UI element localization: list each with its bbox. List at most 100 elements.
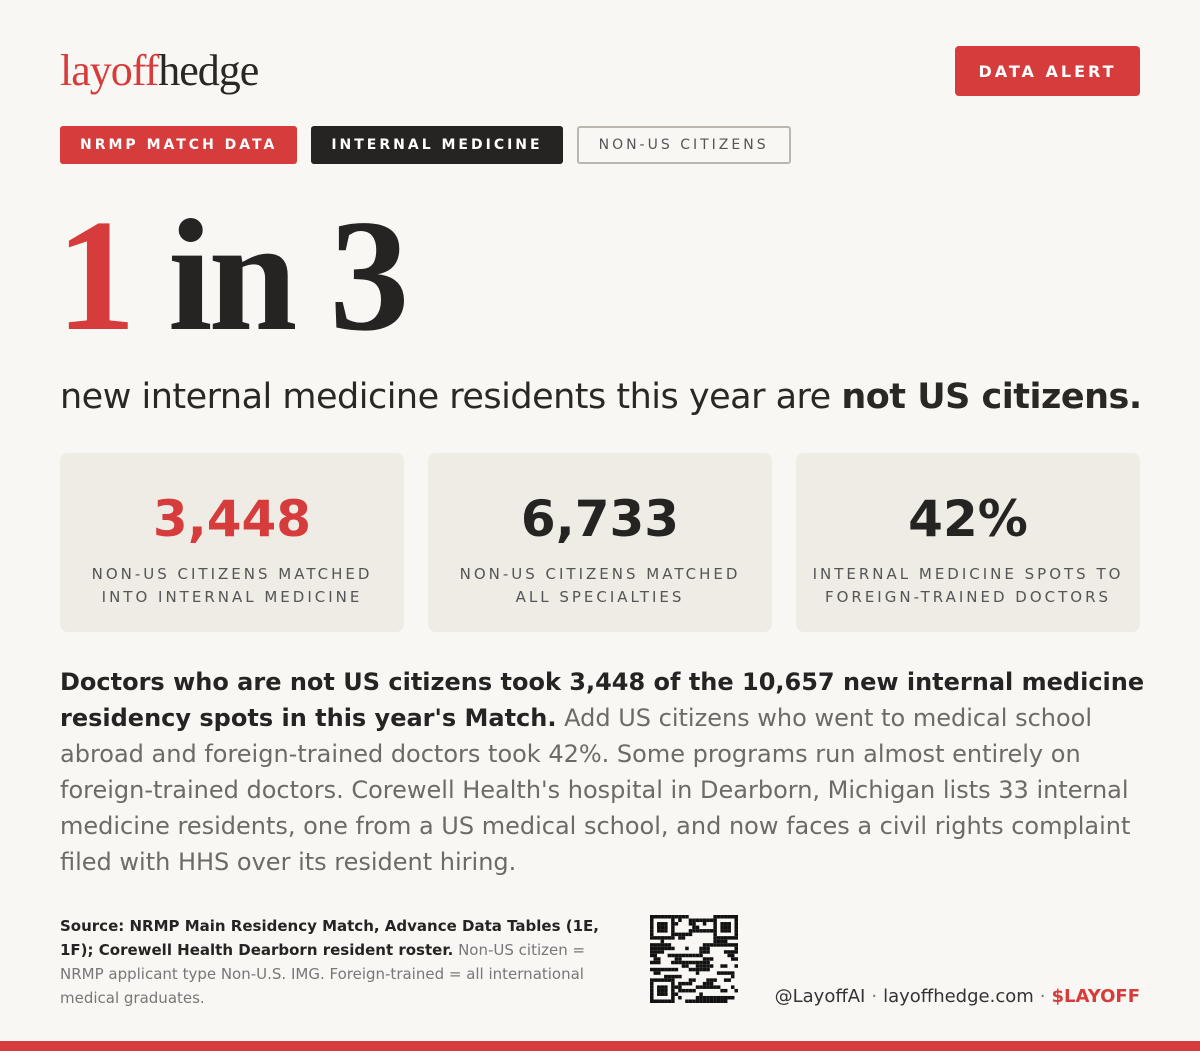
headline-rest: in 3 xyxy=(168,186,409,364)
qr-module xyxy=(699,950,703,954)
stat-label-line: INTERNAL MEDICINE SPOTS TO xyxy=(812,565,1124,583)
qr-module xyxy=(713,922,717,926)
qr-module xyxy=(650,985,654,989)
qr-module xyxy=(720,964,724,968)
qr-module xyxy=(720,915,724,919)
qr-module xyxy=(730,995,735,1000)
qr-module xyxy=(650,922,654,926)
qr-module xyxy=(650,981,654,986)
qr-module xyxy=(660,922,665,926)
qr-module xyxy=(713,995,717,1000)
qr-module xyxy=(713,929,717,933)
qr-module xyxy=(674,974,679,979)
qr-module xyxy=(727,929,731,933)
brand-rest: hedge xyxy=(158,46,259,95)
qr-module xyxy=(674,992,679,996)
qr-module xyxy=(727,995,731,1000)
qr-module xyxy=(730,915,735,919)
qr-module xyxy=(671,978,675,982)
qr-module xyxy=(734,988,738,993)
qr-module xyxy=(706,957,710,961)
qr-module xyxy=(702,946,707,951)
qr-module xyxy=(660,936,665,940)
qr-module xyxy=(664,974,668,979)
qr-module xyxy=(688,981,693,986)
qr-module xyxy=(653,936,658,940)
qr-module xyxy=(685,999,689,1003)
qr-module xyxy=(650,953,654,958)
qr-module xyxy=(702,929,707,933)
qr-module xyxy=(660,988,665,993)
qr-module xyxy=(664,925,668,930)
qr-module xyxy=(660,985,665,989)
qr-module xyxy=(657,950,661,954)
qr-module xyxy=(720,925,724,930)
qr-module xyxy=(674,957,679,961)
qr-module xyxy=(681,960,686,965)
qr-module xyxy=(716,999,721,1003)
qr-module xyxy=(699,960,703,965)
qr-module xyxy=(730,936,735,940)
qr-module xyxy=(695,971,700,975)
stat-label-line: NON-US CITIZENS MATCHED xyxy=(459,565,741,583)
qr-module xyxy=(681,981,686,986)
qr-module xyxy=(660,939,665,944)
qr-module xyxy=(706,981,710,986)
qr-module xyxy=(695,918,700,923)
qr-module xyxy=(702,981,707,986)
qr-module xyxy=(671,974,675,979)
qr-module xyxy=(653,915,658,919)
qr-module xyxy=(706,995,710,1000)
qr-module xyxy=(699,995,703,1000)
qr-module xyxy=(730,971,735,975)
qr-module xyxy=(709,964,714,968)
qr-module xyxy=(674,932,679,937)
qr-module xyxy=(674,915,679,919)
qr-module xyxy=(695,960,700,965)
qr-module xyxy=(653,978,658,982)
qr-module xyxy=(657,978,661,982)
qr-module xyxy=(713,943,717,947)
qr-module xyxy=(667,967,672,972)
body-text: Doctors who are not US citizens took 3,4… xyxy=(60,664,1150,880)
qr-module xyxy=(716,971,721,975)
qr-module xyxy=(678,960,682,965)
brand-logo: layoffhedge xyxy=(60,46,259,96)
qr-module xyxy=(720,971,724,975)
qr-module xyxy=(678,981,682,986)
stat-value: 42% xyxy=(908,490,1028,548)
qr-module xyxy=(671,985,675,989)
qr-module xyxy=(709,957,714,961)
qr-module xyxy=(657,967,661,972)
qr-module xyxy=(671,967,675,972)
qr-module xyxy=(723,999,728,1003)
qr-module xyxy=(709,999,714,1003)
qr-module xyxy=(657,929,661,933)
qr-module xyxy=(730,953,735,958)
qr-module xyxy=(660,943,665,947)
qr-module xyxy=(671,936,675,940)
qr-module xyxy=(692,918,696,923)
qr-module xyxy=(723,929,728,933)
qr-module xyxy=(727,953,731,958)
qr-module xyxy=(650,995,654,1000)
qr-module xyxy=(681,988,686,993)
stat-label-line: FOREIGN-TRAINED DOCTORS xyxy=(824,588,1112,606)
qr-module xyxy=(706,946,710,951)
qr-module xyxy=(657,992,661,996)
qr-module xyxy=(713,999,717,1003)
qr-module xyxy=(657,936,661,940)
qr-module xyxy=(723,936,728,940)
qr-module xyxy=(702,918,707,923)
qr-module xyxy=(716,939,721,944)
qr-module xyxy=(692,922,696,926)
footer-separator: · xyxy=(871,986,878,1007)
qr-module xyxy=(727,925,731,930)
alert-badge: DATA ALERT xyxy=(955,46,1140,96)
qr-module xyxy=(657,922,661,926)
stat-label: NON-US CITIZENS MATCHED INTO INTERNAL MED… xyxy=(60,563,404,609)
qr-module xyxy=(674,953,679,958)
qr-module xyxy=(664,967,668,972)
qr-module xyxy=(702,967,707,972)
qr-module xyxy=(713,915,717,919)
